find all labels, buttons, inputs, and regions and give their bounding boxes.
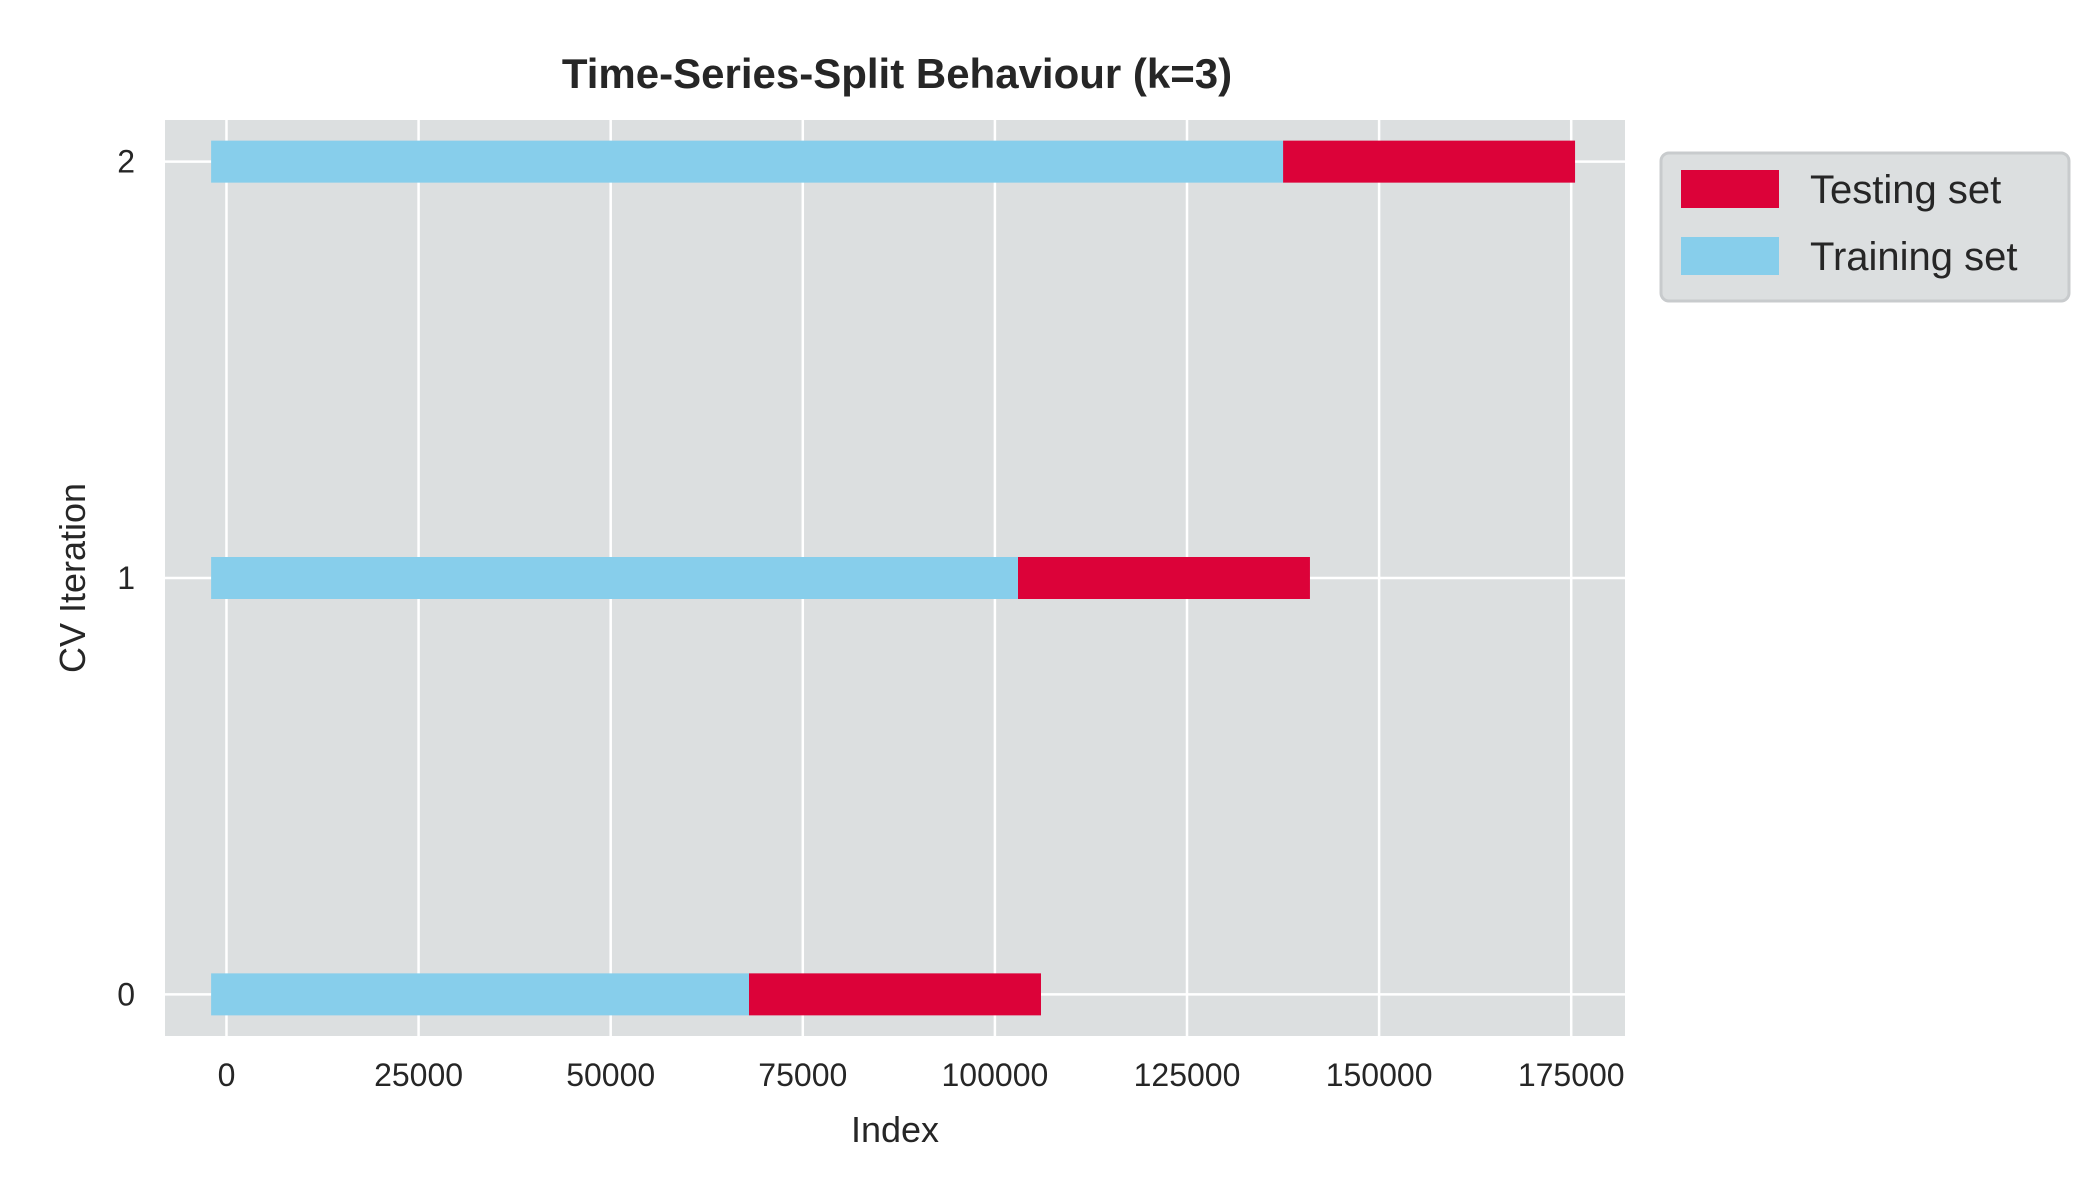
training-set-bar-iteration-1 <box>211 557 1018 599</box>
chart-title: Time-Series-Split Behaviour (k=3) <box>562 50 1232 97</box>
legend-label-training-set: Training set <box>1810 235 2018 279</box>
x-tick-label: 175000 <box>1518 1057 1625 1093</box>
testing-set-bar-iteration-1 <box>1017 557 1310 599</box>
training-set-bar-iteration-2 <box>211 140 1284 183</box>
training-set-bar-iteration-0 <box>211 973 749 1016</box>
testing-set-bar-iteration-0 <box>749 973 1041 1016</box>
testing-set-bar-iteration-2 <box>1283 140 1576 183</box>
y-tick-label: 0 <box>117 976 135 1012</box>
x-tick-label: 25000 <box>374 1057 463 1093</box>
legend: Testing set Training set <box>1659 151 2071 303</box>
legend-swatch-testing-set <box>1681 170 1779 208</box>
y-axis-ticks: 0 1 2 <box>117 144 135 1013</box>
x-axis-label: Index <box>851 1109 939 1150</box>
x-tick-label: 0 <box>218 1057 236 1093</box>
bars <box>211 140 1576 1016</box>
x-tick-label: 75000 <box>758 1057 847 1093</box>
x-tick-label: 150000 <box>1326 1057 1433 1093</box>
x-tick-label: 50000 <box>566 1057 655 1093</box>
y-tick-label: 2 <box>117 144 135 180</box>
y-axis-label: CV Iteration <box>52 483 93 673</box>
x-tick-label: 100000 <box>942 1057 1049 1093</box>
y-tick-label: 1 <box>117 560 135 596</box>
legend-swatch-training-set <box>1681 237 1779 275</box>
legend-label-testing-set: Testing set <box>1810 168 2001 212</box>
x-tick-label: 125000 <box>1134 1057 1241 1093</box>
x-axis-ticks: 0 25000 50000 75000 100000 125000 150000 175000 <box>218 1057 1625 1093</box>
